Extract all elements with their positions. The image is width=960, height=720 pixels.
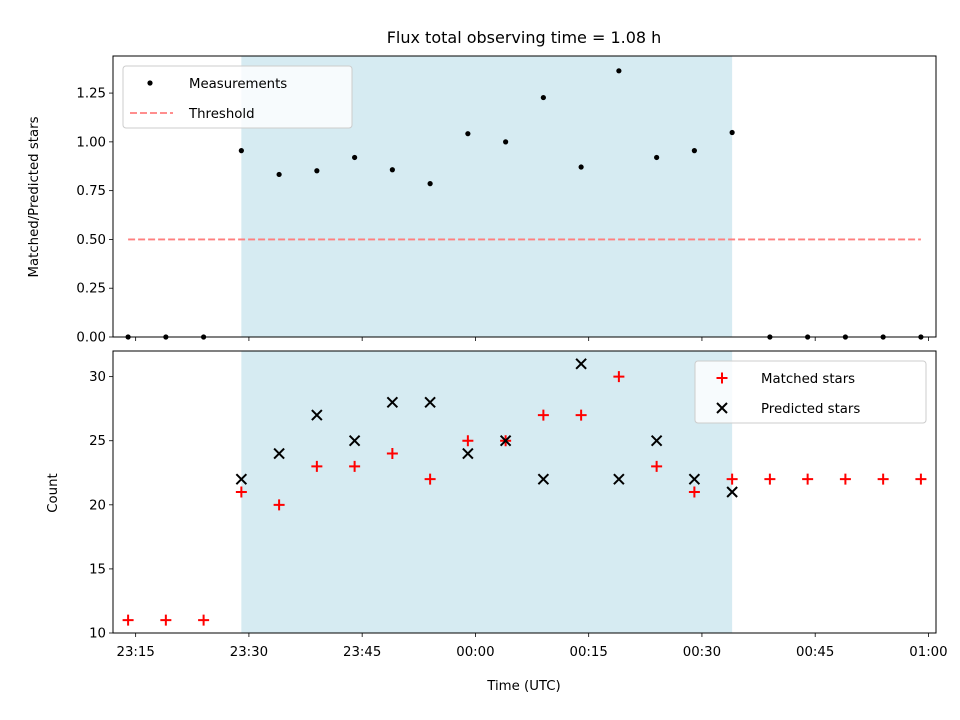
predicted-stars-point: [273, 447, 285, 460]
measurements-point: [654, 154, 660, 161]
top-y-axis-label: Matched/Predicted stars: [27, 116, 42, 277]
measurements-point: [540, 94, 546, 101]
predicted-stars-point: [235, 473, 248, 485]
bottom-panel: 10 15 20 25 30 23:15 23:30 23:45 00:00 00:15 00:30…: [89, 350, 948, 660]
measurements-point: [503, 139, 509, 145]
measurements-point: [465, 131, 471, 137]
matched-stars-point: [273, 499, 285, 511]
matched-stars-point: [688, 486, 700, 498]
legend-predicted-stars-label: Predicted stars: [761, 402, 860, 417]
predicted-stars-point: [462, 447, 474, 460]
x-tick-label: 00:00: [456, 645, 494, 660]
top-y-tick-label: 1.25: [76, 87, 106, 102]
x-tick-label: 23:15: [116, 645, 154, 660]
matched-stars-point: [764, 473, 776, 485]
bottom-y-tick-label: 10: [89, 627, 106, 642]
matched-stars-point: [613, 371, 625, 383]
bottom-y-tick-label: 30: [89, 370, 106, 385]
matched-stars-point: [311, 460, 323, 472]
matched-stars-point: [122, 614, 134, 626]
measurements-point: [352, 154, 358, 161]
predicted-stars-point: [311, 409, 323, 421]
predicted-stars-point: [386, 396, 399, 408]
matched-stars-point: [802, 473, 814, 485]
top-panel: 0.00 0.25 0.50 0.75 1.00 1.25 Measurements Thre…: [76, 55, 937, 346]
matched-stars-point: [386, 448, 398, 460]
bottom-legend-box: [694, 360, 927, 424]
legend-measurements-marker: [147, 80, 153, 86]
matched-stars-point: [349, 460, 361, 472]
bottom-legend: Matched stars Predicted stars: [694, 360, 927, 424]
measurements-point: [389, 167, 395, 173]
matched-stars-point: [198, 614, 210, 626]
top-y-tick-label: 0.25: [76, 282, 106, 297]
legend-matched-stars-marker: [716, 372, 728, 384]
predicted-stars-point: [726, 486, 738, 498]
legend-measurements-label: Measurements: [189, 77, 287, 92]
top-y-tick-label: 1.00: [76, 135, 106, 150]
legend-threshold-label: Threshold: [188, 107, 255, 122]
bottom-x-axis-label: Time (UTC): [486, 679, 561, 694]
measurements-point: [238, 148, 244, 154]
bottom-y-tick-label: 25: [89, 434, 106, 449]
matched-stars-point: [424, 473, 436, 485]
legend-matched-stars-label: Matched stars: [761, 372, 855, 387]
matched-stars-point: [651, 460, 663, 472]
predicted-stars-point: [650, 435, 663, 447]
measurements-point: [427, 181, 433, 187]
top-axes-frame: [112, 55, 937, 338]
chart-title: Flux total observing time = 1.08 h: [387, 28, 662, 47]
top-legend-box: [122, 65, 353, 129]
x-tick-label: 00:30: [683, 645, 721, 660]
x-tick-label: 00:45: [796, 645, 834, 660]
measurements-point: [729, 129, 735, 136]
bottom-y-axis-label: Count: [46, 473, 61, 513]
x-tick-label: 00:15: [570, 645, 608, 660]
matched-stars-point: [839, 473, 851, 485]
predicted-stars-point: [688, 473, 701, 485]
measurements-point: [691, 148, 697, 154]
predicted-stars-point: [613, 473, 625, 485]
x-tick-label: 01:00: [909, 645, 947, 660]
matched-stars-point: [575, 409, 587, 421]
x-tick-label: 23:45: [343, 645, 381, 660]
matched-stars-point: [915, 473, 927, 485]
bottom-y-tick-label: 20: [89, 498, 106, 513]
predicted-stars-point: [537, 473, 550, 485]
matched-stars-point: [235, 486, 247, 498]
matched-stars-point: [160, 614, 172, 626]
top-y-tick-label: 0.75: [76, 184, 106, 199]
measurements-point: [578, 164, 584, 170]
top-y-tick-label: 0.00: [76, 331, 106, 346]
top-legend: Measurements Threshold: [122, 65, 353, 129]
predicted-stars-point: [424, 396, 436, 408]
measurements-point: [314, 168, 320, 174]
bottom-y-tick-label: 15: [89, 562, 106, 577]
matched-stars-point: [537, 409, 549, 421]
predicted-stars-point: [499, 435, 512, 447]
matched-stars-point: [726, 473, 738, 485]
predicted-stars-point: [575, 358, 587, 370]
matched-stars-point: [877, 473, 889, 485]
legend-predicted-stars-marker: [716, 402, 728, 414]
matched-stars-point: [462, 435, 474, 447]
bottom-axes-frame: [112, 350, 937, 634]
top-y-tick-label: 0.50: [76, 233, 106, 248]
x-tick-label: 23:30: [230, 645, 268, 660]
measurements-point: [276, 171, 282, 178]
predicted-stars-point: [348, 435, 361, 447]
bottom-highlight-span: [241, 351, 733, 633]
measurements-point: [616, 68, 622, 74]
